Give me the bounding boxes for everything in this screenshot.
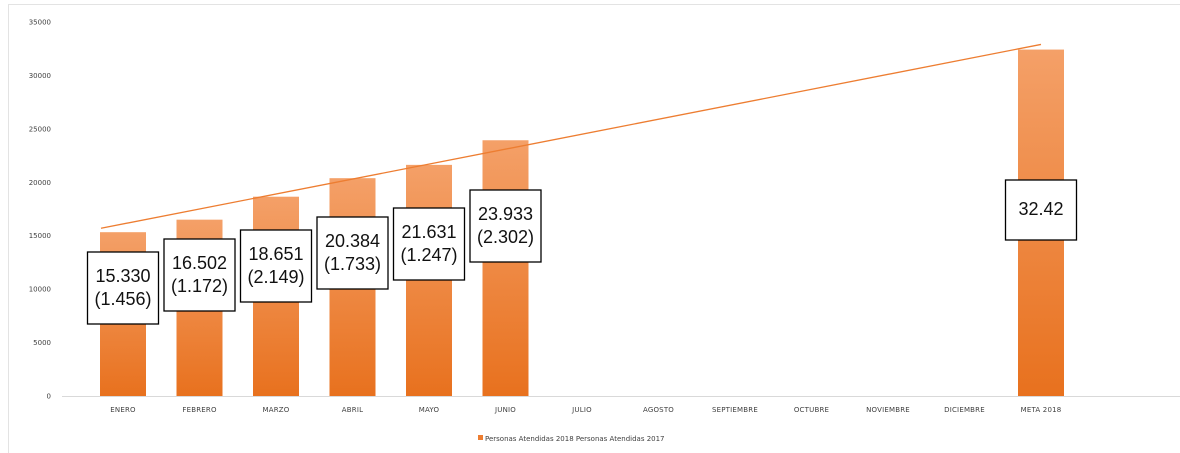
data-label-value: 32.42 bbox=[1018, 199, 1063, 219]
x-tick-label: JUNIO bbox=[494, 406, 516, 414]
data-label: 20.384 (1.733) bbox=[316, 216, 389, 290]
x-tick-label: AGOSTO bbox=[643, 406, 674, 414]
y-tick-label: 35000 bbox=[29, 19, 51, 27]
data-label-box bbox=[1004, 179, 1078, 241]
bar bbox=[482, 140, 529, 396]
data-label-value: 21.631 bbox=[401, 222, 456, 242]
data-label-box bbox=[469, 189, 542, 263]
x-tick-label: MAYO bbox=[419, 406, 440, 414]
trendline-segment bbox=[100, 43, 1042, 229]
data-label-value: 23.933 bbox=[478, 204, 533, 224]
data-label-delta: (1.456) bbox=[94, 289, 151, 309]
x-tick-label: MARZO bbox=[263, 406, 290, 414]
data-label: 21.631 (1.247) bbox=[392, 207, 466, 281]
data-label-delta: (1.733) bbox=[324, 254, 381, 274]
y-tick-label: 20000 bbox=[29, 179, 51, 187]
data-label-delta: (1.172) bbox=[171, 276, 228, 296]
y-tick-label: 10000 bbox=[29, 286, 51, 294]
data-label-box bbox=[163, 238, 236, 312]
data-label-box bbox=[86, 251, 160, 325]
data-label-delta: (1.247) bbox=[400, 245, 457, 265]
data-label: 18.651 (2.149) bbox=[239, 229, 313, 303]
trendline bbox=[100, 43, 1042, 229]
y-tick-label: 30000 bbox=[29, 72, 51, 80]
x-tick-label: ABRIL bbox=[342, 406, 363, 414]
data-label: 16.502 (1.172) bbox=[163, 238, 236, 312]
legend-text: Personas Atendidas 2018 Personas Atendid… bbox=[485, 435, 665, 443]
data-label-value: 15.330 bbox=[95, 266, 150, 286]
data-label-delta: (2.149) bbox=[247, 267, 304, 287]
data-label-value: 16.502 bbox=[172, 253, 227, 273]
y-axis: 0 5000 10000 15000 20000 25000 30000 35000 bbox=[29, 19, 51, 401]
x-tick-label: DICIEMBRE bbox=[944, 406, 985, 414]
x-tick-label: ENERO bbox=[110, 406, 136, 414]
x-tick-label: SEPTIEMBRE bbox=[712, 406, 758, 414]
legend-swatch bbox=[478, 435, 483, 440]
bar-series bbox=[100, 49, 1064, 396]
data-label-box bbox=[392, 207, 466, 281]
data-label-value: 18.651 bbox=[248, 244, 303, 264]
data-label-box bbox=[239, 229, 313, 303]
data-label-value: 20.384 bbox=[325, 231, 380, 251]
legend: Personas Atendidas 2018 Personas Atendid… bbox=[478, 435, 665, 443]
x-axis: ENERO FEBRERO MARZO ABRIL MAYO JUNIO JULIO AGOS… bbox=[62, 396, 1180, 414]
y-tick-label: 0 bbox=[47, 393, 51, 401]
x-tick-label: OCTUBRE bbox=[794, 406, 829, 414]
data-label: 32.42 bbox=[1004, 179, 1078, 241]
x-tick-label: NOVIEMBRE bbox=[866, 406, 910, 414]
x-tick-label: META 2018 bbox=[1021, 406, 1062, 414]
x-tick-label: JULIO bbox=[571, 406, 592, 414]
data-label-delta: (2.302) bbox=[477, 227, 534, 247]
y-tick-label: 15000 bbox=[29, 232, 51, 240]
chart-frame bbox=[8, 4, 1180, 453]
x-tick-label: FEBRERO bbox=[182, 406, 217, 414]
y-tick-label: 25000 bbox=[29, 125, 51, 133]
data-label-box bbox=[316, 216, 389, 290]
y-tick-label: 5000 bbox=[33, 339, 51, 347]
data-label: 23.933 (2.302) bbox=[469, 189, 542, 263]
data-label: 15.330 (1.456) bbox=[86, 251, 160, 325]
data-labels: 15.330 (1.456) 16.502 (1.172) 18.651 (2.149) 2… bbox=[86, 179, 1078, 325]
